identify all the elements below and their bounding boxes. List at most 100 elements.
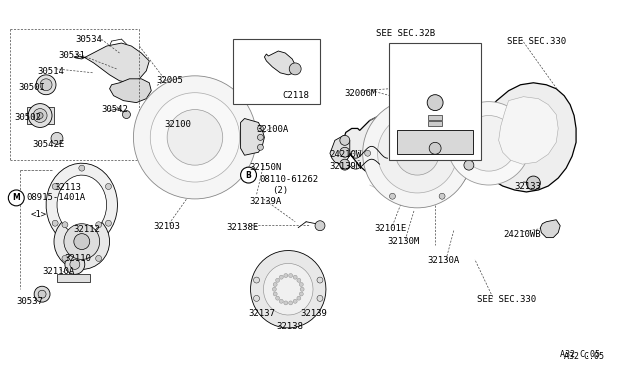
Circle shape bbox=[51, 132, 63, 144]
Circle shape bbox=[464, 150, 470, 156]
Circle shape bbox=[257, 144, 264, 150]
Circle shape bbox=[167, 110, 223, 165]
Circle shape bbox=[390, 193, 396, 199]
Circle shape bbox=[439, 193, 445, 199]
Circle shape bbox=[70, 259, 80, 269]
Circle shape bbox=[79, 165, 84, 171]
Text: 32139M: 32139M bbox=[329, 162, 361, 171]
Circle shape bbox=[284, 301, 288, 305]
Circle shape bbox=[95, 222, 102, 228]
Circle shape bbox=[273, 282, 277, 286]
Circle shape bbox=[8, 190, 24, 206]
Circle shape bbox=[273, 292, 277, 296]
Text: 32110: 32110 bbox=[64, 254, 91, 263]
Text: 30542: 30542 bbox=[102, 105, 129, 113]
Circle shape bbox=[28, 104, 52, 128]
Text: 30537: 30537 bbox=[16, 297, 43, 306]
Text: 30531: 30531 bbox=[58, 51, 85, 60]
Circle shape bbox=[257, 134, 264, 140]
Polygon shape bbox=[136, 99, 250, 174]
Text: <1>: <1> bbox=[30, 210, 46, 219]
Circle shape bbox=[253, 295, 259, 301]
Circle shape bbox=[527, 176, 540, 190]
Polygon shape bbox=[344, 109, 473, 196]
Text: 30502: 30502 bbox=[14, 113, 41, 122]
Circle shape bbox=[464, 135, 474, 145]
Text: A32 C.05: A32 C.05 bbox=[564, 352, 604, 361]
Text: 32103: 32103 bbox=[153, 222, 180, 231]
Circle shape bbox=[464, 160, 474, 170]
Circle shape bbox=[150, 93, 239, 182]
Text: 08110-61262: 08110-61262 bbox=[259, 175, 319, 184]
Text: 32110A: 32110A bbox=[42, 267, 74, 276]
Circle shape bbox=[34, 286, 50, 302]
Text: 32130M: 32130M bbox=[387, 237, 420, 246]
Circle shape bbox=[427, 95, 443, 110]
Circle shape bbox=[365, 150, 371, 156]
Text: 30514: 30514 bbox=[37, 67, 64, 76]
Circle shape bbox=[297, 296, 301, 300]
Circle shape bbox=[289, 301, 292, 305]
Polygon shape bbox=[57, 274, 90, 282]
Circle shape bbox=[74, 234, 90, 250]
Circle shape bbox=[363, 99, 472, 208]
Polygon shape bbox=[57, 175, 107, 235]
Polygon shape bbox=[330, 135, 350, 165]
Text: 30542E: 30542E bbox=[32, 140, 65, 149]
Text: SEE SEC.330: SEE SEC.330 bbox=[507, 37, 566, 46]
Text: SEE SEC.330: SEE SEC.330 bbox=[477, 295, 536, 304]
Polygon shape bbox=[251, 250, 326, 328]
Text: 32139: 32139 bbox=[300, 309, 327, 318]
Text: M: M bbox=[12, 193, 20, 202]
Polygon shape bbox=[477, 83, 576, 192]
Text: 32101E: 32101E bbox=[374, 224, 407, 233]
Circle shape bbox=[317, 277, 323, 283]
Circle shape bbox=[315, 221, 325, 231]
Text: 30534: 30534 bbox=[76, 35, 102, 44]
Circle shape bbox=[257, 125, 264, 131]
Circle shape bbox=[62, 222, 68, 228]
Polygon shape bbox=[499, 97, 558, 164]
Polygon shape bbox=[74, 43, 149, 83]
Circle shape bbox=[289, 273, 292, 278]
Circle shape bbox=[340, 159, 350, 169]
Circle shape bbox=[38, 290, 46, 298]
Bar bbox=[397, 131, 473, 154]
Circle shape bbox=[447, 102, 531, 185]
Circle shape bbox=[37, 113, 43, 119]
Circle shape bbox=[279, 299, 284, 303]
Circle shape bbox=[289, 63, 301, 75]
Circle shape bbox=[36, 75, 56, 95]
Polygon shape bbox=[241, 119, 264, 155]
Text: 32006M: 32006M bbox=[345, 89, 377, 98]
Text: 32137: 32137 bbox=[248, 309, 275, 318]
Circle shape bbox=[253, 277, 259, 283]
Text: 32130A: 32130A bbox=[427, 256, 460, 266]
Text: 32138: 32138 bbox=[276, 322, 303, 331]
Bar bbox=[233, 39, 320, 104]
Text: B: B bbox=[246, 171, 252, 180]
Text: 32005: 32005 bbox=[156, 76, 183, 85]
Circle shape bbox=[276, 296, 280, 300]
Text: 32100: 32100 bbox=[164, 121, 191, 129]
Bar bbox=[428, 115, 442, 119]
Polygon shape bbox=[540, 220, 560, 238]
Circle shape bbox=[62, 256, 68, 262]
Circle shape bbox=[429, 142, 441, 154]
Text: (2): (2) bbox=[273, 186, 289, 195]
Text: 32139A: 32139A bbox=[250, 197, 282, 206]
Text: 32133: 32133 bbox=[515, 182, 541, 191]
Circle shape bbox=[297, 278, 301, 282]
Circle shape bbox=[122, 110, 131, 119]
Text: 32100A: 32100A bbox=[257, 125, 289, 134]
Circle shape bbox=[79, 238, 84, 244]
Circle shape bbox=[439, 107, 445, 113]
Circle shape bbox=[241, 167, 257, 183]
Circle shape bbox=[317, 295, 323, 301]
Circle shape bbox=[293, 275, 297, 279]
Circle shape bbox=[300, 292, 303, 296]
Polygon shape bbox=[28, 107, 54, 125]
Text: 24210WB: 24210WB bbox=[504, 230, 541, 239]
Text: A32 C.05: A32 C.05 bbox=[560, 350, 600, 359]
Circle shape bbox=[300, 282, 303, 286]
